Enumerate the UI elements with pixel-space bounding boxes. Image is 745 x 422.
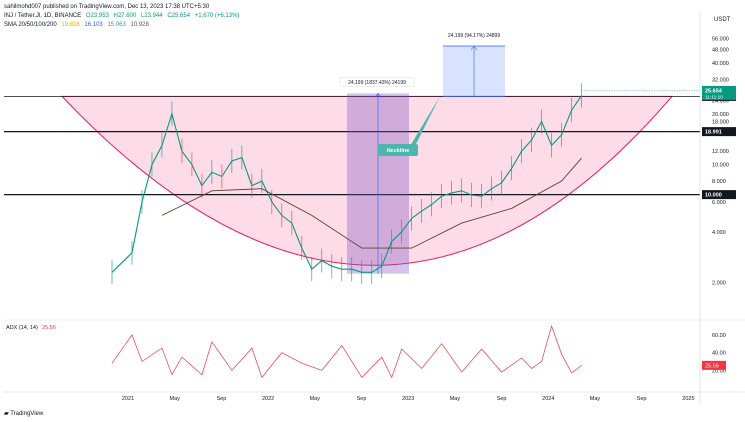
x-tick-label: 2022	[262, 396, 274, 402]
sma-20-value: 19.818	[61, 22, 80, 28]
currency-label: USDT	[714, 17, 731, 23]
y-tick-label: 4.000	[712, 230, 726, 236]
x-tick-label: 2025	[682, 396, 694, 402]
y-tick-label: 18.000	[712, 120, 729, 126]
adx-line	[111, 324, 582, 379]
adx-y-tick-label: 20.00	[712, 368, 726, 374]
x-tick-label: 2023	[402, 396, 414, 402]
x-tick-label: May	[590, 396, 601, 402]
x-tick-label: 2021	[122, 396, 134, 402]
x-tick-label: Sep	[357, 396, 367, 402]
x-tick-label: Sep	[637, 396, 647, 402]
pattern-shapes	[4, 45, 700, 274]
measure-arrowhead-1	[374, 92, 382, 98]
x-tick-label: Sep	[217, 396, 227, 402]
adx-label: ADX (14, 14)	[6, 325, 38, 331]
x-tick-label: May	[310, 396, 321, 402]
sma-200-value: 10.928	[130, 22, 149, 28]
y-tick-label: 48.000	[712, 48, 729, 54]
symbol-line: INJ / Tether.Jl, 1D, BINANCE O23.953 H27…	[4, 12, 239, 21]
x-tick-label: Sep	[497, 396, 507, 402]
current-price-countdown: 11:11:10	[705, 94, 723, 100]
sma-line: SMA 20/50/100/200 19.818 16.103 15.063 1…	[4, 21, 239, 30]
sma-100-value: 15.063	[107, 22, 126, 28]
series-layer	[111, 83, 700, 379]
x-tick-label: May	[450, 396, 461, 402]
measure-label-box-1	[339, 77, 415, 87]
x-tick-label: May	[170, 396, 181, 402]
adx-value-tag	[702, 360, 726, 370]
logo-icon: ▰	[4, 411, 9, 417]
close-value: C25.654	[167, 13, 191, 19]
adx-value-tag-text: 25.56	[705, 363, 719, 369]
chart-header: sahilmohd007 published on TradingView.co…	[4, 3, 239, 30]
high-value: H27.600	[113, 13, 137, 19]
rounding-bottom-pattern	[60, 95, 674, 266]
symbol-label[interactable]: INJ / Tether.Jl, 1D, BINANCE	[4, 13, 82, 19]
sma-label[interactable]: SMA 20/50/100/200	[4, 22, 57, 28]
measure-label-1: 24,199 (1837.43%) 24199	[348, 80, 406, 86]
current-price-value: 25.654	[705, 88, 723, 94]
y-tick-label: 24.000	[712, 98, 729, 104]
low-value: L23.944	[140, 13, 163, 19]
support-low-value: 10.000	[705, 193, 722, 199]
open-value: O23.953	[85, 13, 109, 19]
sma-200-line	[161, 157, 582, 249]
neckline-callout-pointer	[404, 96, 440, 156]
y-tick-label: 20.000	[712, 112, 729, 118]
current-price-tag	[702, 85, 736, 100]
measure-label-2: 24,199 (94.17%) 24899	[448, 33, 500, 39]
support-mid-tag	[702, 127, 736, 137]
y-tick-label: 10.000	[712, 163, 729, 169]
logo-text: TradingView	[10, 411, 44, 417]
change-value: +1.670 (+6.13%)	[194, 13, 240, 19]
neckline-label: Neckline	[387, 148, 410, 154]
y-tick-label: 8.000	[712, 179, 726, 185]
x-tick-label: 2024	[542, 396, 554, 402]
adx-current-value: 25.56	[42, 325, 56, 331]
y-tick-label: 40.000	[712, 61, 729, 67]
y-tick-label: 56.000	[712, 36, 729, 42]
adx-y-tick-label: 40.00	[712, 351, 726, 357]
support-mid-value: 18.991	[705, 130, 722, 136]
tradingview-logo[interactable]: ▰ TradingView	[4, 410, 43, 417]
publisher-line: sahilmohd007 published on TradingView.co…	[4, 4, 210, 10]
y-tick-label: 2.000	[712, 281, 726, 287]
sma-50-value: 16.103	[84, 22, 103, 28]
support-low-tag	[702, 190, 736, 200]
measure-arrowhead-2	[470, 45, 478, 51]
y-tick-label: 6.000	[712, 200, 726, 206]
y-tick-label: 32.000	[712, 77, 729, 83]
adx-y-tick-label: 60.00	[712, 333, 726, 339]
y-tick-label: 12.000	[712, 149, 729, 155]
axes-layer: 2.0004.0006.0008.00010.00012.00016.00018…	[4, 12, 745, 404]
annotations-layer: 24,199 (1837.43%) 24199 24,199 (94.17%) 2…	[339, 33, 500, 156]
